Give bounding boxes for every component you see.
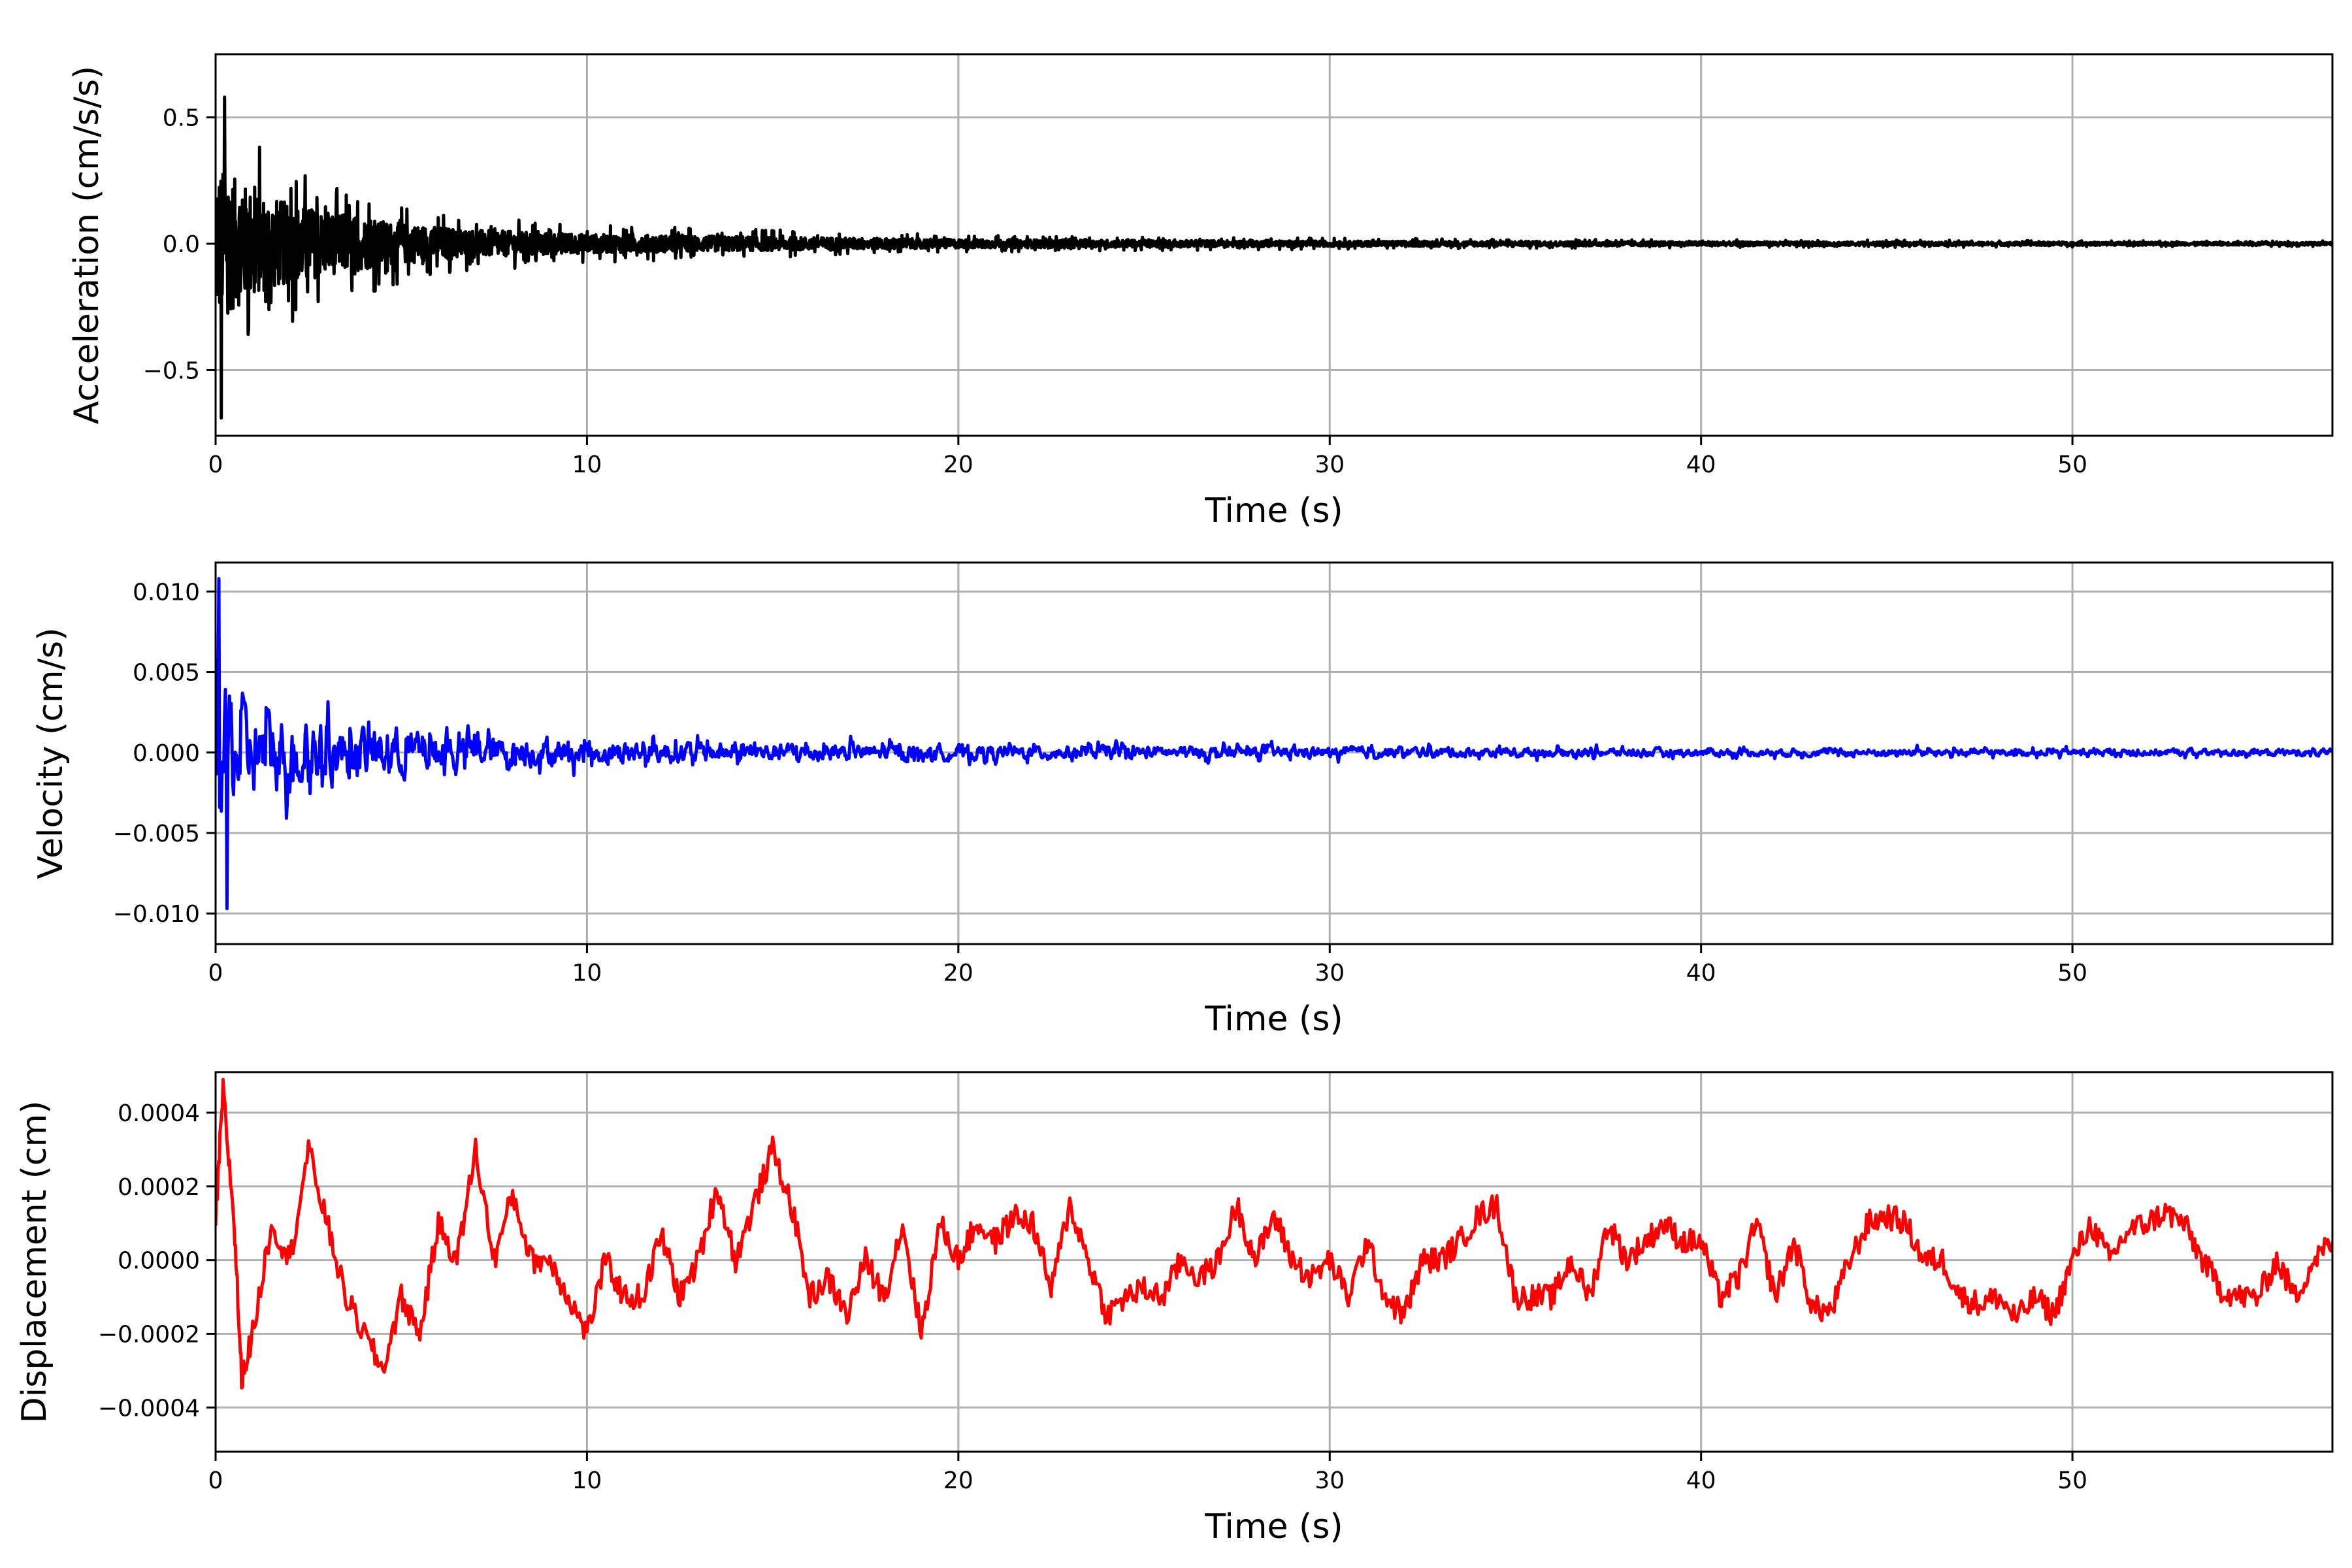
x-tick-label: 10: [572, 960, 602, 987]
x-tick-label: 50: [2057, 451, 2087, 478]
y-tick-label: 0.0004: [118, 1100, 200, 1127]
x-tick-label: 20: [943, 451, 973, 478]
y-tick-label: −0.005: [113, 821, 200, 847]
axes-frame: [214, 1071, 2334, 1453]
subplot-velocity: 0 10 20 30 40 50 −0.010 −0.005 0.000 0.005 0.010 Ti…: [31, 561, 2334, 1039]
y-tick-label: 0.005: [133, 660, 200, 687]
x-tick-label: 50: [2057, 960, 2087, 987]
y-axis-label: Velocity (cm/s): [31, 628, 71, 879]
x-tick-label: 10: [572, 451, 602, 478]
x-tick-label: 10: [572, 1467, 602, 1494]
y-tick-label: 0.000: [133, 740, 200, 767]
y-tick-label: −0.0002: [98, 1321, 200, 1348]
y-axis-label: Displacement (cm): [15, 1101, 54, 1424]
x-axis-label: Time (s): [1204, 1000, 1343, 1039]
y-tick-label: 0.0: [163, 231, 200, 258]
x-tick-label: 0: [208, 451, 223, 478]
y-tick-label: 0.5: [163, 105, 200, 132]
x-tick-label: 30: [1315, 451, 1345, 478]
x-tick-label: 40: [1686, 960, 1716, 987]
x-tick-label: 50: [2057, 1467, 2087, 1494]
x-tick-label: 0: [208, 1467, 223, 1494]
y-tick-label: −0.010: [113, 901, 200, 928]
subplot-acceleration: 0 10 20 30 40 50 −0.5 0.0 0.5 Time (s) Acceleratio…: [67, 53, 2334, 531]
y-tick-label: −0.5: [143, 357, 200, 384]
x-tick-label: 40: [1686, 1467, 1716, 1494]
x-tick-label: 30: [1315, 1467, 1345, 1494]
x-axis-label: Time (s): [1204, 1507, 1343, 1546]
y-axis-label: Acceleration (cm/s/s): [67, 66, 106, 425]
x-axis-label: Time (s): [1204, 491, 1343, 531]
series-line-displacement: [216, 1077, 2332, 1390]
x-tick-label: 20: [943, 960, 973, 987]
y-tick-label: 0.010: [133, 579, 200, 606]
x-tick-label: 20: [943, 1467, 973, 1494]
x-tick-label: 40: [1686, 451, 1716, 478]
x-tick-label: 30: [1315, 960, 1345, 987]
subplot-displacement: 0 10 20 30 40 50 −0.0004 −0.0002 0.0000 0.0002 0.0…: [15, 1071, 2334, 1546]
x-tick-label: 0: [208, 960, 223, 987]
y-tick-label: 0.0002: [118, 1174, 200, 1201]
series-line-acceleration: [216, 95, 2332, 420]
y-tick-label: −0.0004: [98, 1395, 200, 1422]
axes-frame: [214, 561, 2334, 945]
axes-frame: [214, 53, 2334, 437]
y-tick-label: 0.0000: [118, 1248, 200, 1275]
series-line-velocity: [216, 577, 2332, 911]
